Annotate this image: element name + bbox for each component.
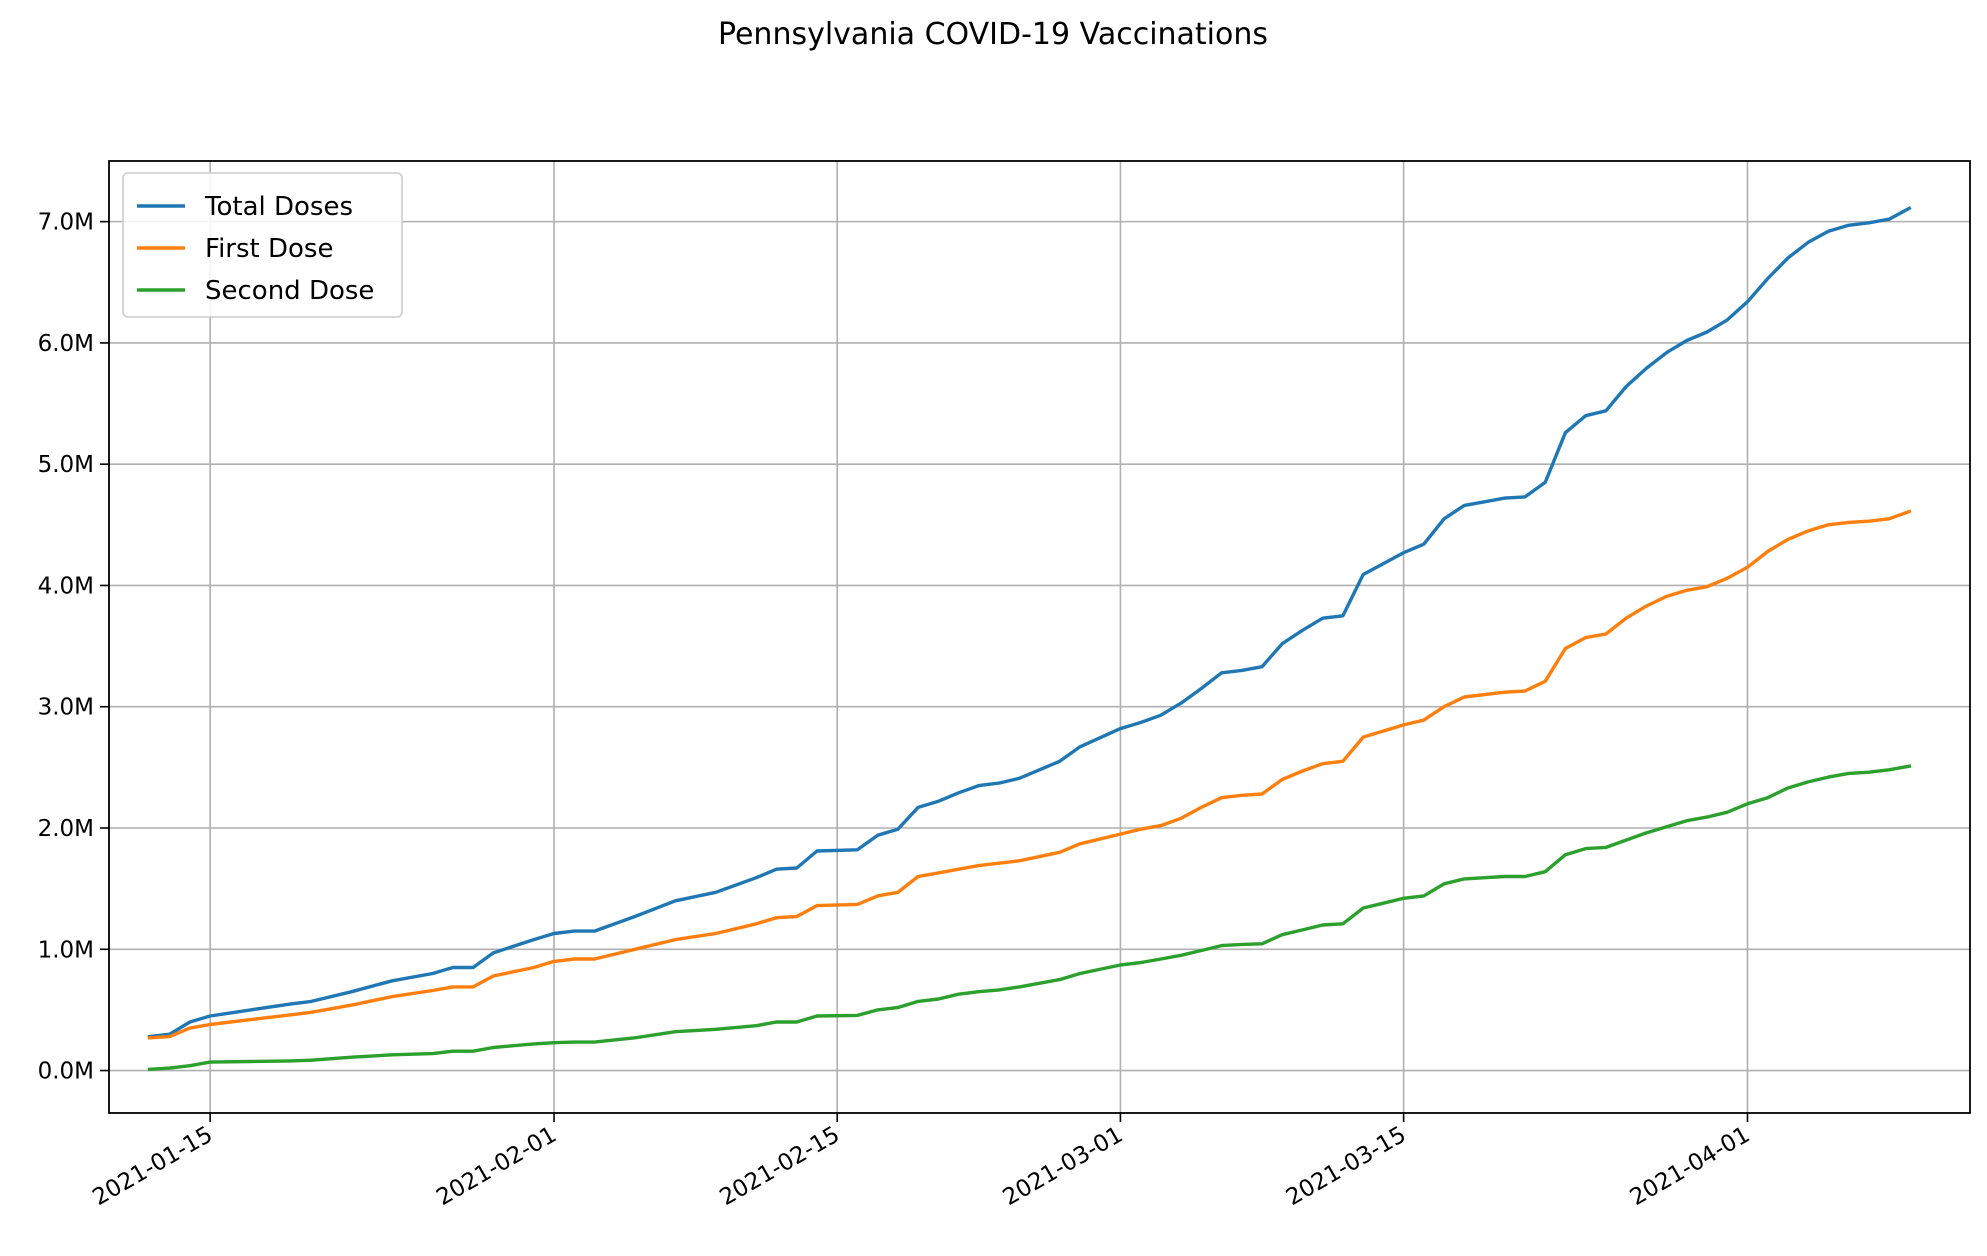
series-layer (147, 205, 1912, 1072)
x-tick-label: 2021-02-01 (432, 1122, 561, 1211)
y-tick-label: 0.0M (38, 1059, 94, 1085)
legend-box (122, 172, 403, 318)
y-tick-label: 5.0M (38, 452, 94, 478)
y-tick-label: 2.0M (38, 816, 94, 842)
series-line-1 (147, 205, 1912, 1039)
series-line-2 (147, 509, 1912, 1040)
grid-layer (109, 161, 1970, 1113)
x-tick-label: 2021-02-15 (715, 1122, 844, 1211)
x-axis: 2021-01-15 2021-02-01 2021-02-15 2021-03-01… (88, 1113, 1754, 1211)
y-tick-label: 6.0M (38, 331, 94, 357)
x-tick-label: 2021-04-01 (1626, 1122, 1755, 1211)
chart-title: Pennsylvania COVID-19 Vaccinations (718, 17, 1268, 52)
x-tick-label: 2021-03-01 (999, 1122, 1128, 1211)
legend-label: First Dose (205, 234, 333, 264)
plot-frame (108, 160, 1971, 1114)
series-line-3 (147, 764, 1912, 1072)
y-tick-label: 1.0M (38, 937, 94, 963)
legend: Total Doses First Dose Second Dose (122, 172, 403, 318)
y-tick-label: 7.0M (38, 210, 94, 236)
legend-label: Second Dose (205, 276, 374, 306)
y-tick-label: 4.0M (38, 573, 94, 599)
x-tick-label: 2021-01-15 (88, 1122, 217, 1211)
legend-label: Total Doses (204, 192, 353, 222)
x-tick-label: 2021-03-15 (1282, 1122, 1411, 1211)
y-axis: 0.0M 1.0M 2.0M 3.0M 4.0M 5.0M 6.0M 7.0M (38, 210, 109, 1085)
y-tick-label: 3.0M (38, 695, 94, 721)
